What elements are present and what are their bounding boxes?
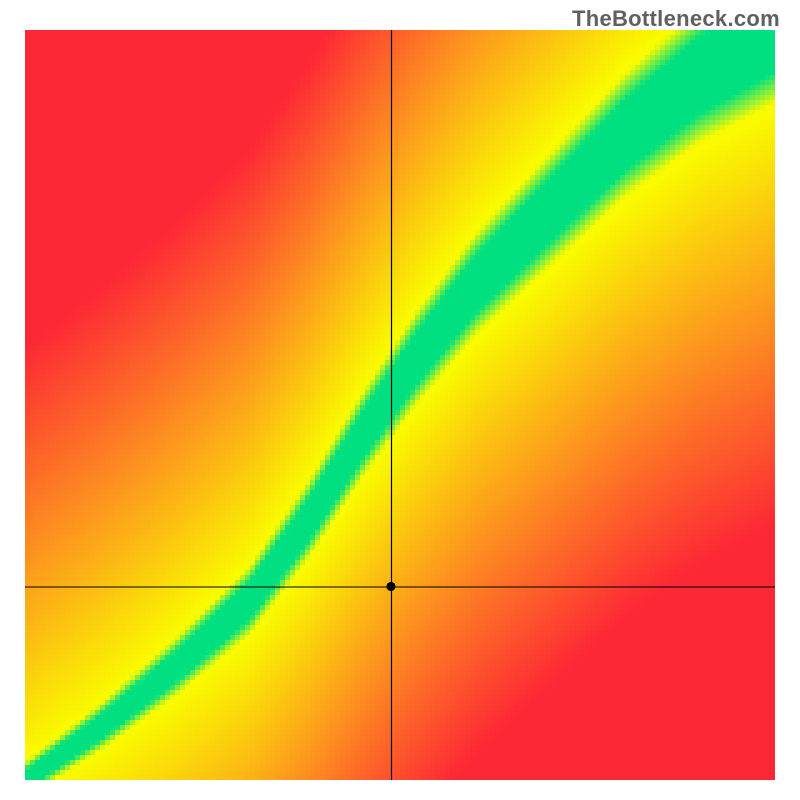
watermark-text: TheBottleneck.com	[572, 6, 780, 32]
chart-container: TheBottleneck.com	[0, 0, 800, 800]
bottleneck-heatmap	[25, 30, 775, 780]
